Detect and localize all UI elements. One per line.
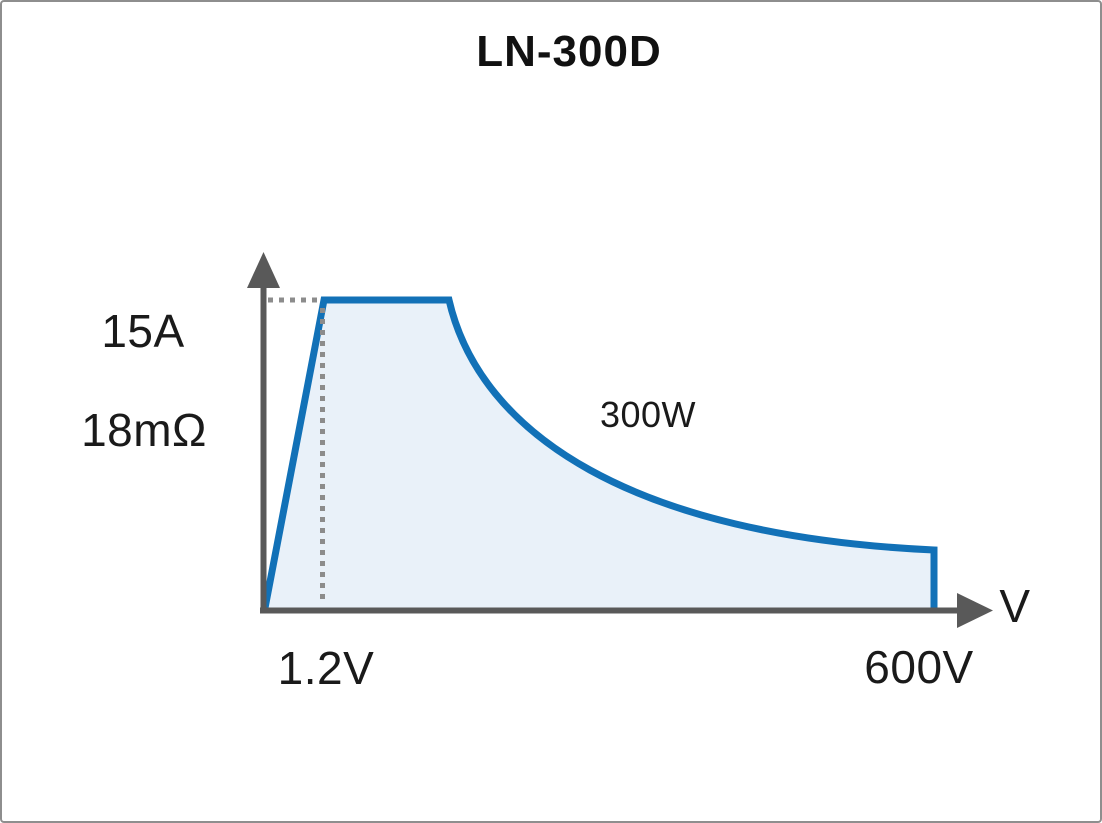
x-tick-max-voltage: 600V: [864, 641, 974, 693]
power-limit-label: 300W: [599, 394, 697, 435]
x-tick-min-voltage: 1.2V: [277, 642, 375, 694]
y-axis-arrowhead-icon: [247, 252, 280, 288]
min-resistance-label: 18mΩ: [81, 404, 207, 456]
operating-area-region: [265, 300, 934, 608]
chart-title: LN-300D: [476, 27, 662, 76]
x-axis-unit-label: V: [999, 580, 1031, 632]
current-limit-label: 15A: [101, 305, 185, 357]
x-axis-arrowhead-icon: [957, 593, 993, 628]
operating-envelope-curve: [261, 296, 938, 609]
